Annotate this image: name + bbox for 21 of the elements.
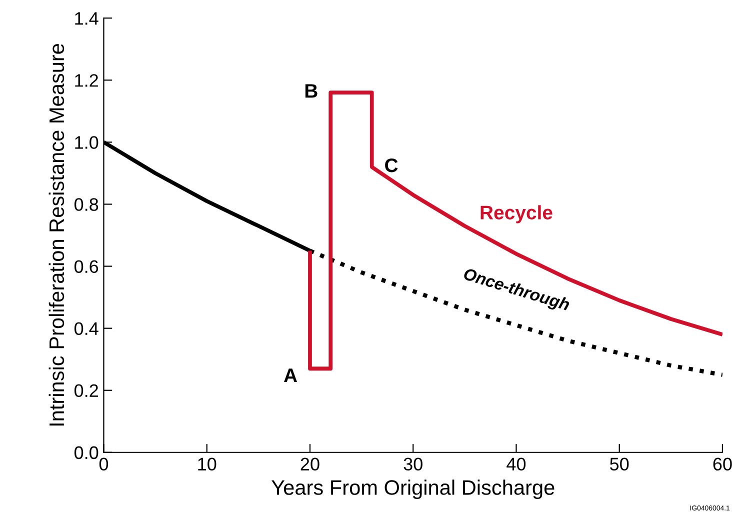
x-tick-label: 60 [713, 458, 732, 470]
y-tick-label: 0.4 [74, 322, 98, 336]
x-tick-label: 50 [610, 458, 629, 470]
y-tick-label: 0.8 [74, 198, 98, 211]
x-tick-label: 0 [99, 458, 108, 470]
x-tick-label: 30 [404, 458, 422, 470]
y-tick-label: 0.2 [74, 384, 98, 398]
x-tick-label: 20 [300, 458, 320, 470]
x-tick-label: 40 [506, 458, 526, 470]
annotation: C [385, 158, 398, 172]
y-tick-label: 0.0 [74, 446, 98, 460]
y-tick-label: 1.2 [75, 74, 98, 87]
y-tick-label: 1.4 [75, 12, 98, 25]
series-label: Recycle [480, 205, 552, 224]
y-tick-label: 1.0 [75, 136, 98, 149]
y-axis-title: Intrinsic Proliferation Resistance Measure [48, 44, 64, 426]
y-tick-label: 0.6 [74, 260, 98, 273]
annotation: A [284, 368, 298, 382]
x-axis-title: Years From Original Discharge [272, 480, 554, 500]
annotation: B [305, 84, 318, 98]
x-tick-label: 10 [198, 458, 216, 470]
